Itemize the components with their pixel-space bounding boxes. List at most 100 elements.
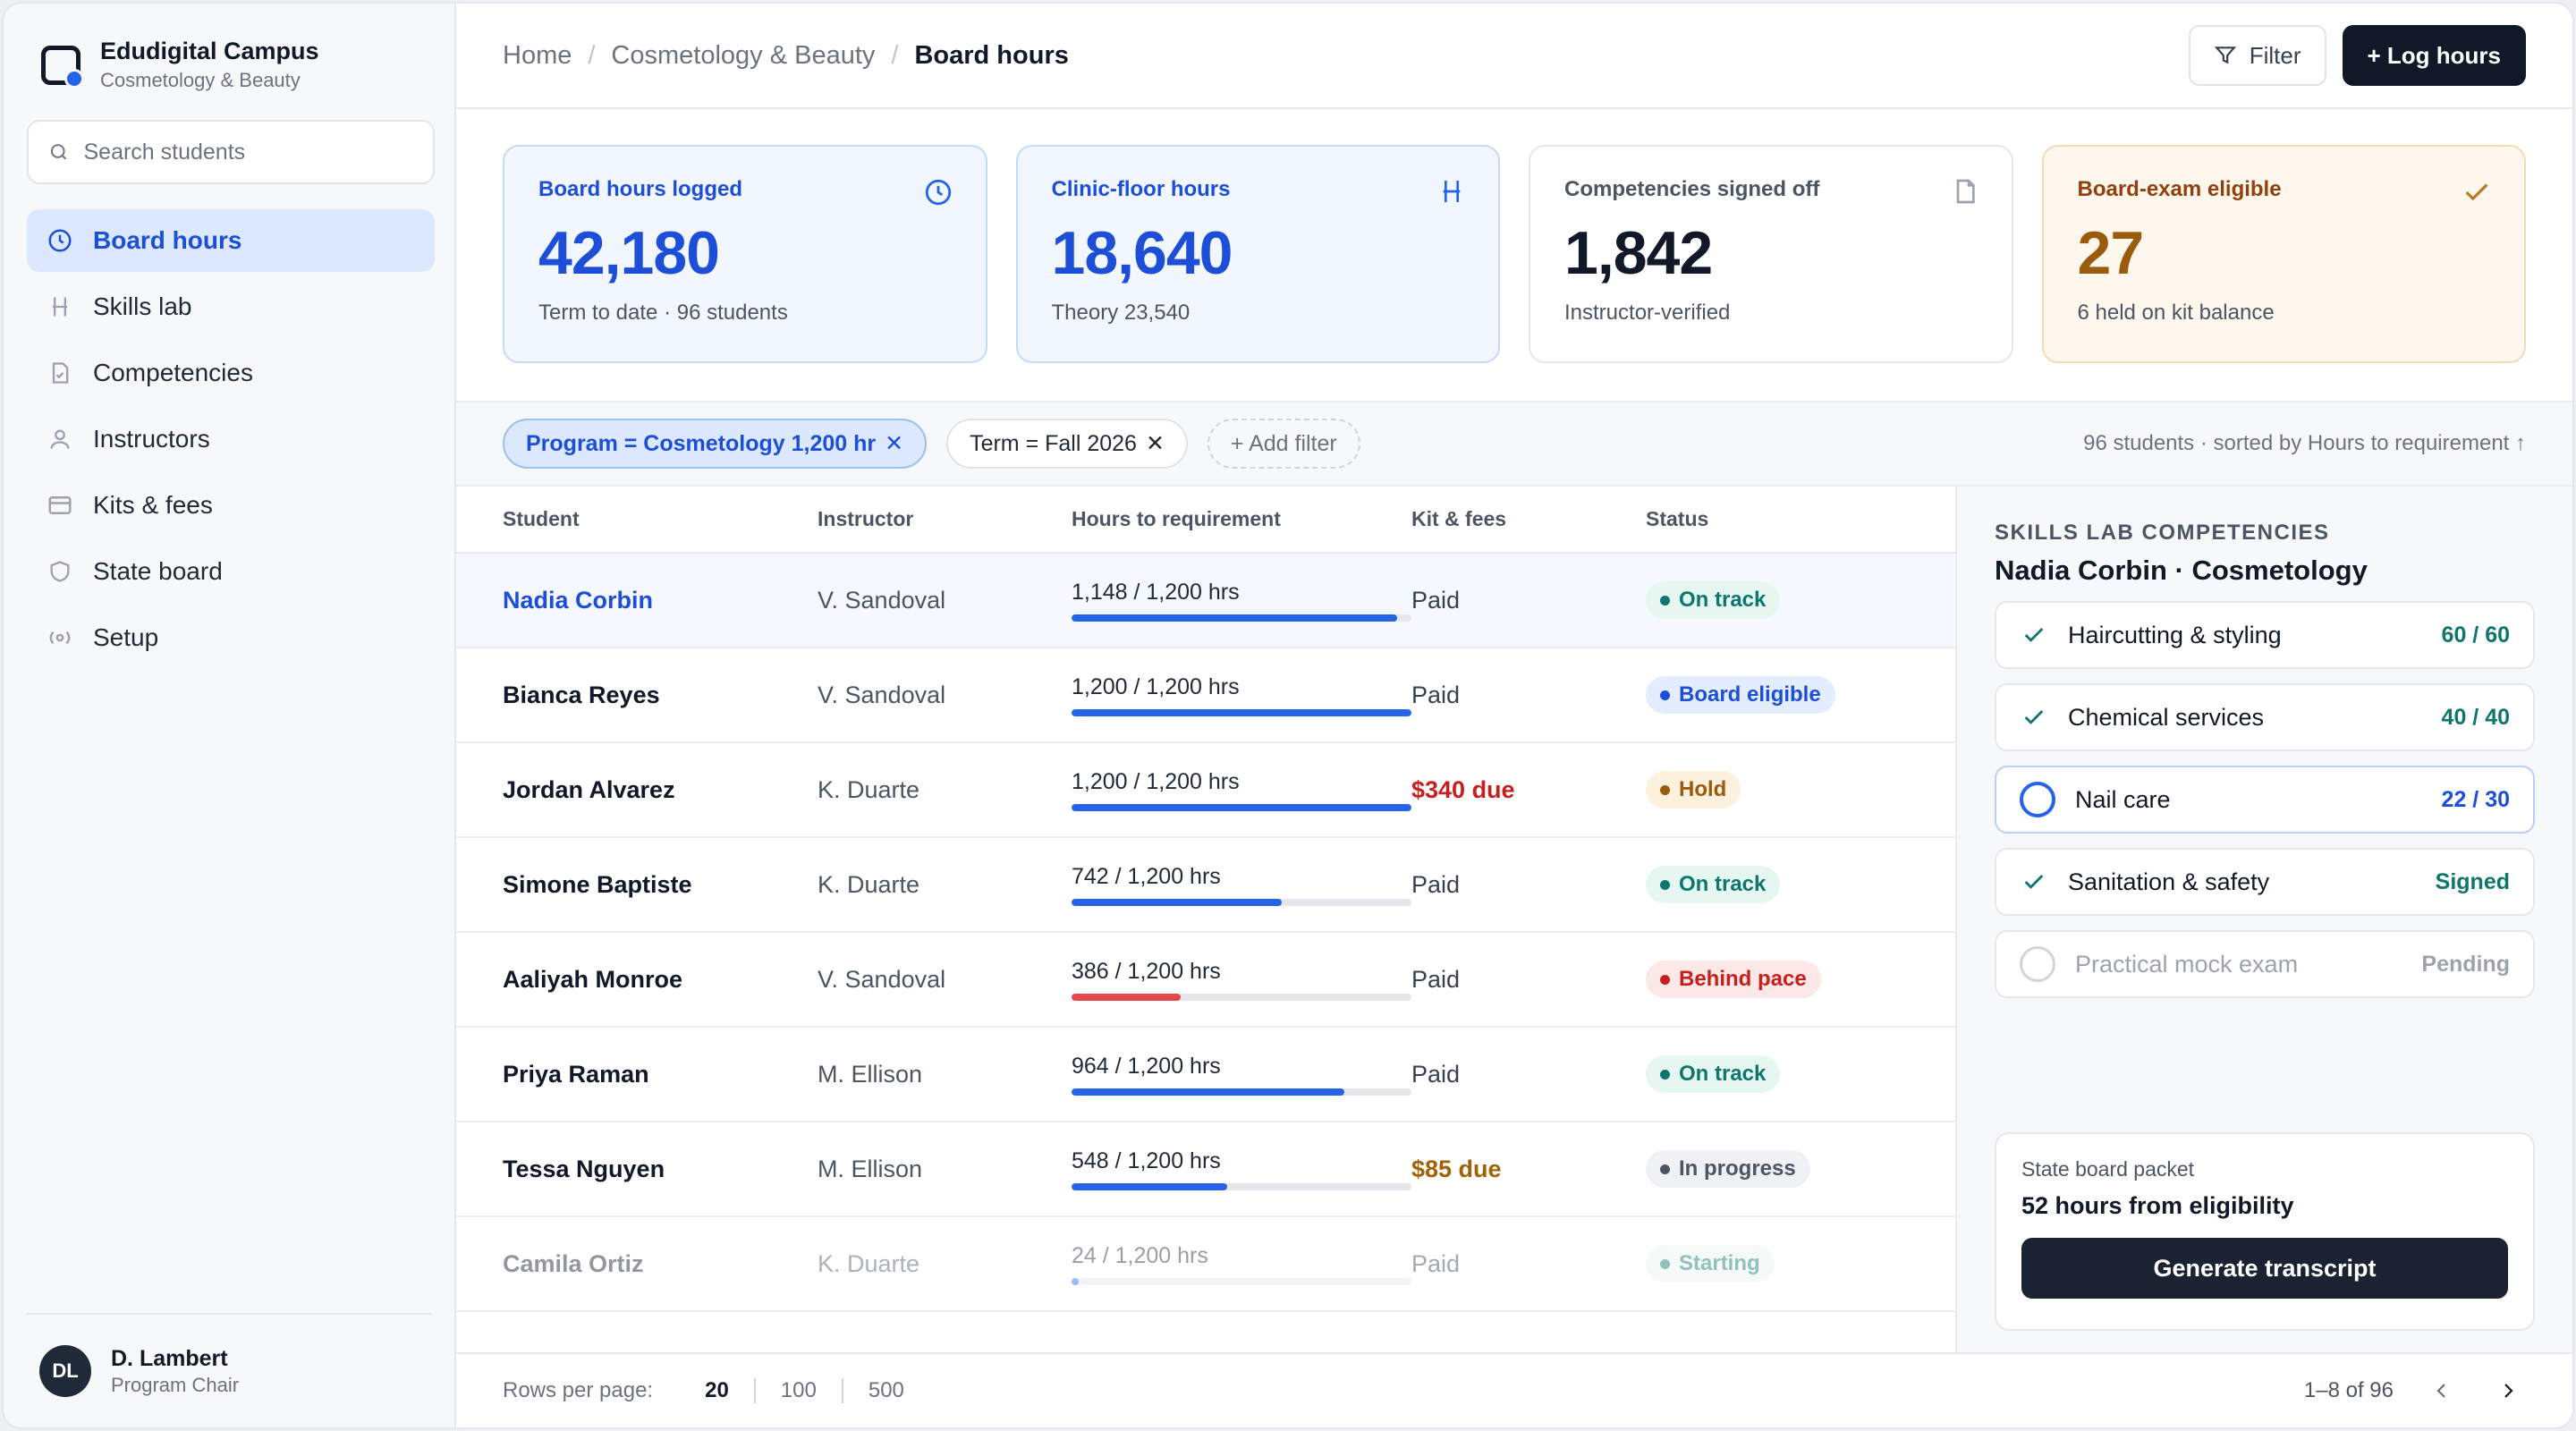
log-hours-button[interactable]: + Log hours: [2342, 25, 2526, 86]
column-header-instructor[interactable]: Instructor: [818, 487, 1072, 554]
competency-count: 60 / 60: [2441, 622, 2510, 648]
hours-progress-fill: [1072, 1088, 1345, 1096]
student-name[interactable]: Nadia Corbin: [503, 586, 654, 614]
fee-status: $340 due: [1411, 775, 1515, 803]
fee-status: Paid: [1411, 1060, 1461, 1088]
column-header-student[interactable]: Student: [456, 487, 818, 554]
user-role: Program Chair: [111, 1373, 240, 1396]
fee-status: Paid: [1411, 681, 1461, 708]
stat-label: Competencies signed off: [1564, 177, 1820, 201]
stat-card-board-hours[interactable]: Board hours logged 42,180 Term to date ·…: [503, 145, 987, 363]
stat-cards: Board hours logged 42,180 Term to date ·…: [503, 145, 2526, 363]
sidebar-item-state-board[interactable]: State board: [27, 540, 435, 603]
card-icon: [47, 492, 73, 519]
student-name[interactable]: Priya Raman: [503, 1060, 649, 1088]
brand-name: Edudigital Campus: [100, 38, 319, 64]
filter-icon: [2214, 47, 2236, 64]
hours-text: 548 / 1,200 hrs: [1072, 1147, 1221, 1173]
table-row[interactable]: Bianca Reyes V. Sandoval 1,200 / 1,200 hrs…: [456, 648, 1955, 743]
brand: Edudigital Campus Cosmetology & Beauty: [41, 38, 319, 92]
instructor-name: V. Sandoval: [818, 681, 946, 708]
filter-chip-program[interactable]: Program = Cosmetology 1,200 hr ✕: [503, 419, 928, 469]
table-row[interactable]: Camila Ortiz K. Duarte 24 / 1,200 hrs Paid S…: [456, 1216, 1955, 1312]
status-badge: Board eligible: [1646, 676, 1835, 714]
check-icon: [2020, 622, 2048, 648]
table-row[interactable]: Tessa Nguyen M. Ellison 548 / 1,200 hrs $85…: [456, 1122, 1955, 1217]
fee-status: Paid: [1411, 965, 1461, 993]
competency-item[interactable]: Haircutting & styling 60 / 60: [1995, 601, 2535, 669]
competency-item[interactable]: Sanitation & safety Signed: [1995, 848, 2535, 916]
page-title: Board hours: [914, 40, 1069, 70]
student-name[interactable]: Simone Baptiste: [503, 870, 692, 898]
column-header-hours[interactable]: Hours to requirement: [1072, 487, 1411, 554]
instructor-name: K. Duarte: [818, 1249, 920, 1277]
column-header-fees[interactable]: Kit & fees: [1411, 487, 1646, 554]
stat-card-competencies[interactable]: Competencies signed off 1,842 Instructor…: [1529, 145, 2013, 363]
sidebar-item-instructors[interactable]: Instructors: [27, 408, 435, 470]
sidebar-item-kits-fees[interactable]: Kits & fees: [27, 474, 435, 537]
column-header-status[interactable]: Status: [1646, 487, 1955, 554]
close-icon[interactable]: ✕: [885, 431, 904, 456]
sidebar-item-skills-lab[interactable]: Skills lab: [27, 275, 435, 338]
sidebar-item-setup[interactable]: Setup: [27, 606, 435, 669]
stat-card-clinic-floor[interactable]: Clinic-floor hours 18,640 Theory 23,540: [1015, 145, 1500, 363]
clock-icon: [923, 177, 953, 214]
breadcrumb-program[interactable]: Cosmetology & Beauty: [611, 40, 876, 70]
person-icon: [47, 426, 73, 453]
sidebar-item-label: Setup: [93, 623, 159, 651]
add-filter-button[interactable]: + Add filter: [1207, 419, 1360, 469]
rows-option-100[interactable]: 100: [753, 1378, 842, 1403]
competency-count: Signed: [2435, 868, 2510, 894]
rows-per-page-options: 20 100 500: [680, 1378, 929, 1403]
status-badge: In progress: [1646, 1150, 1810, 1188]
topbar: Home / Cosmetology & Beauty / Board hour…: [456, 4, 2572, 109]
chevron-left-icon[interactable]: [2424, 1373, 2460, 1409]
chevron-right-icon[interactable]: [2490, 1373, 2526, 1409]
rows-option-500[interactable]: 500: [841, 1378, 929, 1403]
filter-chip-term[interactable]: Term = Fall 2026 ✕: [946, 419, 1188, 469]
competency-item[interactable]: Practical mock exam Pending: [1995, 930, 2535, 998]
status-badge: On track: [1646, 866, 1781, 903]
table-row[interactable]: Jordan Alvarez K. Duarte 1,200 / 1,200 hrs…: [456, 742, 1955, 838]
fee-status: Paid: [1411, 1249, 1461, 1277]
user-profile[interactable]: DL D. Lambert Program Chair: [27, 1313, 431, 1427]
user-name: D. Lambert: [111, 1345, 228, 1371]
competency-item[interactable]: Chemical services 40 / 40: [1995, 683, 2535, 751]
hours-progress-bar: [1072, 1088, 1411, 1096]
competency-item[interactable]: Nail care 22 / 30: [1995, 766, 2535, 834]
stat-subtext: 6 held on kit balance: [2077, 301, 2275, 325]
student-name[interactable]: Bianca Reyes: [503, 681, 660, 708]
hours-progress-fill: [1072, 898, 1282, 906]
packet-label: State board packet: [2021, 1157, 2195, 1181]
sidebar-item-board-hours[interactable]: Board hours: [27, 209, 435, 272]
instructor-name: K. Duarte: [818, 870, 920, 898]
instructor-name: M. Ellison: [818, 1060, 923, 1088]
filter-button[interactable]: Filter: [2188, 25, 2326, 86]
page-range: 1–8 of 96: [2303, 1378, 2394, 1402]
table-row[interactable]: Nadia Corbin V. Sandoval 1,148 / 1,200 hrs…: [456, 553, 1955, 648]
breadcrumb-home[interactable]: Home: [503, 40, 572, 70]
stat-card-board-eligible[interactable]: Board-exam eligible 27 6 held on kit bal…: [2041, 145, 2526, 363]
search-input[interactable]: [83, 139, 413, 165]
rows-option-20[interactable]: 20: [705, 1378, 729, 1402]
shield-icon: [47, 558, 73, 585]
table-row[interactable]: Simone Baptiste K. Duarte 742 / 1,200 hrs P…: [456, 837, 1955, 933]
table-row[interactable]: Aaliyah Monroe V. Sandoval 386 / 1,200 hrs…: [456, 932, 1955, 1028]
student-name[interactable]: Jordan Alvarez: [503, 775, 675, 803]
brand-logo: [41, 45, 84, 89]
breadcrumb-separator: /: [891, 40, 899, 70]
search-box[interactable]: [27, 120, 435, 184]
pagination: Rows per page: 20 100 500 1–8 of 96: [456, 1352, 2572, 1427]
sidebar-item-competencies[interactable]: Competencies: [27, 342, 435, 404]
generate-transcript-button[interactable]: Generate transcript: [2021, 1238, 2508, 1299]
student-name[interactable]: Aaliyah Monroe: [503, 965, 683, 993]
hours-progress-fill: [1072, 993, 1182, 1001]
table-row[interactable]: Priya Raman M. Ellison 964 / 1,200 hrs Paid…: [456, 1027, 1955, 1122]
close-icon[interactable]: ✕: [1145, 431, 1165, 456]
student-name[interactable]: Camila Ortiz: [503, 1249, 644, 1277]
instructor-name: M. Ellison: [818, 1155, 923, 1182]
fee-status: Paid: [1411, 870, 1461, 898]
stat-label: Board hours logged: [538, 177, 742, 201]
student-name[interactable]: Tessa Nguyen: [503, 1155, 665, 1182]
search-icon: [50, 144, 67, 160]
